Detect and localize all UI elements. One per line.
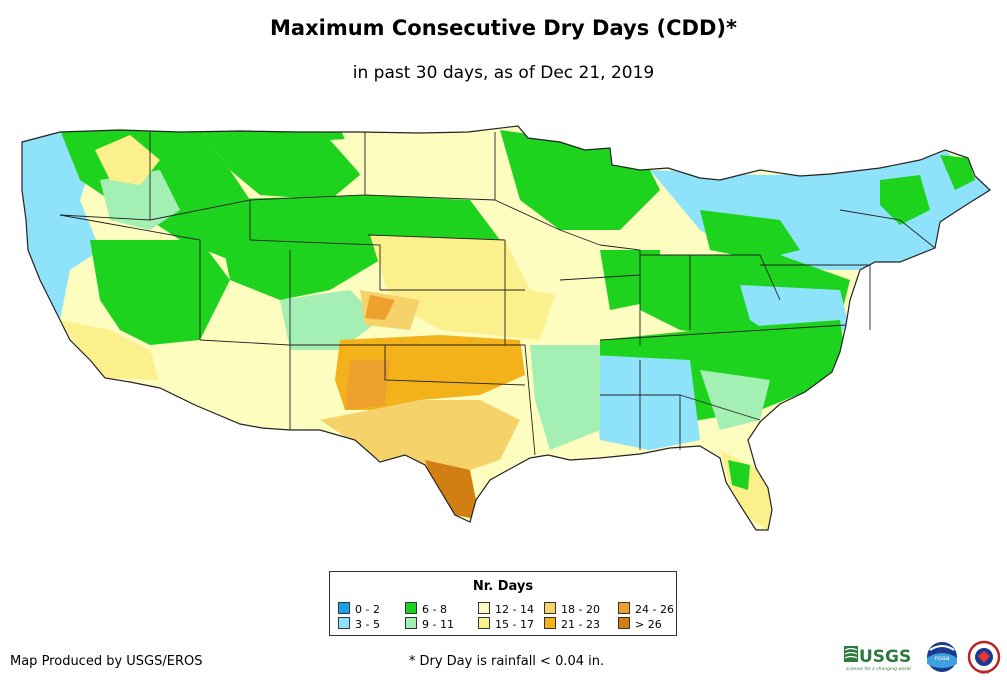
legend-item: 24 - 26 bbox=[618, 602, 674, 616]
zone-florida-6-8 bbox=[728, 460, 750, 490]
legend-swatch bbox=[544, 617, 556, 629]
zone-arkansas-9-11 bbox=[530, 345, 600, 450]
legend-swatch bbox=[338, 617, 350, 629]
credit-text: Map Produced by USGS/EROS bbox=[10, 654, 203, 669]
legend-label: 0 - 2 bbox=[355, 603, 380, 616]
legend-swatch bbox=[405, 602, 417, 614]
zone-socal-15-17 bbox=[60, 320, 160, 380]
usgs-tagline: science for a changing world bbox=[846, 666, 911, 672]
zone-kansas-15-17 bbox=[370, 235, 560, 340]
zone-kansas-24-26 bbox=[365, 295, 395, 320]
noaa-logo: noaa bbox=[927, 642, 957, 672]
usgs-logo-text: USGS bbox=[859, 647, 911, 667]
zone-arizona-12-14 bbox=[150, 345, 300, 424]
zone-vermont-6-8 bbox=[880, 175, 930, 225]
zone-michigan-6-8 bbox=[700, 210, 800, 260]
legend-label: 9 - 11 bbox=[422, 618, 454, 631]
legend-label: 18 - 20 bbox=[561, 603, 600, 616]
legend-label: 3 - 5 bbox=[355, 618, 380, 631]
legend-swatch bbox=[618, 602, 630, 614]
legend-swatch bbox=[618, 617, 630, 629]
legend-label: 12 - 14 bbox=[495, 603, 534, 616]
zone-dakotas-12-14 bbox=[330, 132, 500, 200]
legend-item: 21 - 23 bbox=[544, 617, 600, 631]
legend-swatch bbox=[405, 617, 417, 629]
zone-idaho-9-11 bbox=[100, 170, 180, 230]
zone-great-basin-6-8 bbox=[90, 240, 230, 345]
map-subtitle: in past 30 days, as of Dec 21, 2019 bbox=[352, 63, 655, 83]
legend-box: Nr. Days 0 - 2 3 - 5 6 - 8 9 - 11 12 - 14 15 … bbox=[329, 571, 677, 636]
legend-item: 3 - 5 bbox=[338, 617, 380, 631]
zone-montana-6-8 bbox=[200, 128, 360, 200]
zone-maine-6-8 bbox=[940, 155, 975, 190]
legend-item: 18 - 20 bbox=[544, 602, 600, 616]
legend-swatch bbox=[338, 602, 350, 614]
legend-swatch bbox=[478, 602, 490, 614]
zone-texas-24-26 bbox=[345, 360, 390, 410]
legend-item: 15 - 17 bbox=[478, 617, 534, 631]
legend-title: Nr. Days bbox=[472, 579, 534, 594]
cdd-zones bbox=[22, 128, 990, 530]
noaa-logo-text: noaa bbox=[935, 655, 950, 662]
zone-colorado-6-8 bbox=[200, 195, 380, 300]
zone-south-texas-gt-26 bbox=[425, 460, 480, 520]
zone-new-mexico-9-11 bbox=[280, 290, 380, 350]
footnote-text: * Dry Day is rainfall < 0.04 in. bbox=[408, 654, 605, 669]
legend-item: 6 - 8 bbox=[405, 602, 447, 616]
legend-item: > 26 bbox=[618, 617, 662, 631]
legend-label: 6 - 8 bbox=[422, 603, 447, 616]
state-boundaries bbox=[59, 132, 936, 456]
zone-iowa-12-14 bbox=[500, 230, 630, 300]
nws-logo-text: NWS bbox=[979, 670, 989, 675]
map-title: Maximum Consecutive Dry Days (CDD)* bbox=[270, 16, 737, 40]
us-cdd-map bbox=[21, 125, 991, 531]
legend-swatch bbox=[544, 602, 556, 614]
legend-label: 24 - 26 bbox=[635, 603, 674, 616]
legend-label: 21 - 23 bbox=[561, 618, 600, 631]
legend-label: > 26 bbox=[635, 618, 662, 631]
nws-logo: NWS bbox=[967, 640, 1001, 675]
usgs-logo: USGS science for a changing world bbox=[844, 646, 911, 672]
legend-item: 9 - 11 bbox=[405, 617, 454, 631]
legend-label: 15 - 17 bbox=[495, 618, 534, 631]
legend-item: 0 - 2 bbox=[338, 602, 380, 616]
zone-alabama-3-5 bbox=[590, 355, 700, 450]
zone-washington-15-17 bbox=[95, 135, 160, 185]
legend-item: 12 - 14 bbox=[478, 602, 534, 616]
agency-logos: USGS science for a changing world noaa N… bbox=[844, 640, 1001, 675]
zone-georgia-9-11 bbox=[700, 370, 770, 430]
legend-swatch bbox=[478, 617, 490, 629]
